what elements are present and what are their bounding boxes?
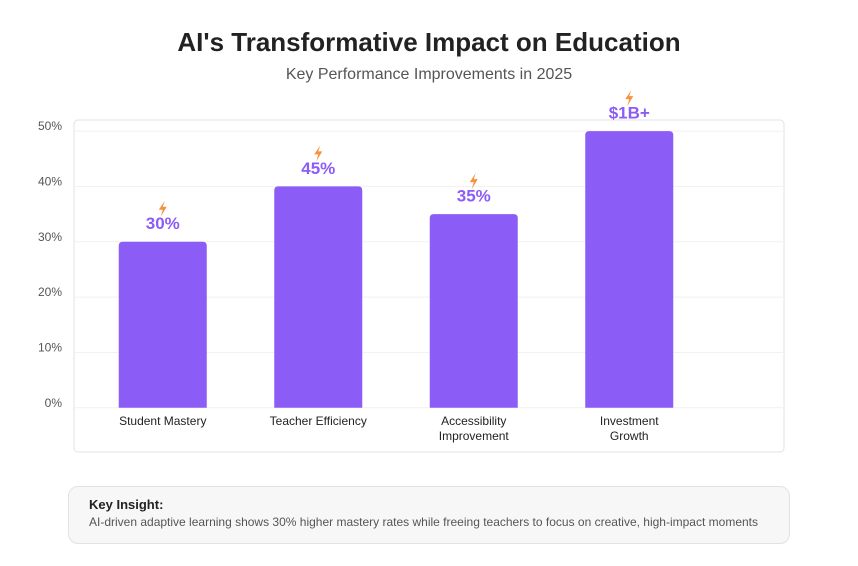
insight-text: AI-driven adaptive learning shows 30% hi… [89,515,758,529]
y-tick-label: 20% [38,285,62,299]
bar [118,241,207,408]
y-tick-label: 50% [38,119,62,133]
x-tick-label: Teacher Efficiency [269,413,367,428]
bar-annotation: 45% [301,159,335,178]
bar-annotation: 30% [146,214,180,233]
x-tick-label: Investment Growth [599,413,659,443]
y-tick-label: 10% [38,341,62,355]
bolt-icon [158,200,167,217]
bar-annotation: $1B+ [609,104,650,123]
y-tick-label: 40% [38,175,62,189]
bolt-icon [469,173,478,190]
insight-heading: Key Insight: [89,497,164,512]
bar [429,214,518,408]
bolt-icon [625,90,634,107]
bolt-icon [314,145,323,162]
chart: AI's Transformative Impact on Education … [38,27,785,453]
chart-title: AI's Transformative Impact on Education [177,27,680,57]
insight-box: Key Insight: AI-driven adaptive learning… [68,486,790,544]
x-tick-label: Accessibility Improvement [438,413,509,443]
bar [585,131,674,408]
chart-subtitle: Key Performance Improvements in 2025 [286,66,572,83]
bar [274,186,363,408]
x-tick-label: Student Mastery [119,413,207,428]
bar-annotation: 35% [457,187,491,206]
y-tick-label: 0% [45,396,63,410]
y-tick-label: 30% [38,230,62,244]
